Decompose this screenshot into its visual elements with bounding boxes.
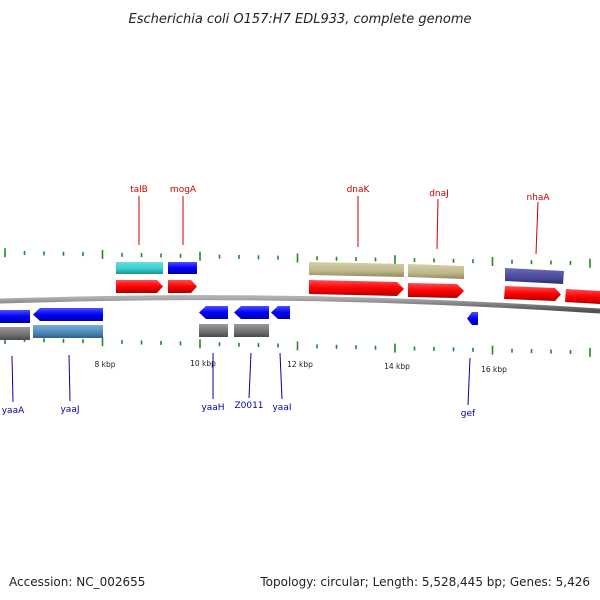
cog-feature-yaaA[interactable]: [0, 327, 30, 340]
gene-label-yaaH[interactable]: yaaH: [201, 403, 224, 413]
cog-feature-yaaJ[interactable]: [33, 325, 103, 338]
cog-feature-dnaJ[interactable]: [408, 264, 464, 279]
genome-summary-text: Topology: circular; Length: 5,528,445 bp…: [259, 575, 590, 589]
forward-gene-track: [116, 280, 600, 304]
map-title: Escherichia coli O157:H7 EDL933, complet…: [129, 12, 472, 27]
gene-arrow-partial-right[interactable]: [565, 289, 600, 304]
gene-label-yaaI[interactable]: yaaI: [272, 403, 291, 413]
leader-line-Z0011: [248, 352, 252, 399]
scale-label-8kbp: 8 kbp: [94, 360, 115, 369]
gene-arrow-talB[interactable]: [116, 280, 163, 293]
cog-feature-talB[interactable]: [116, 262, 163, 274]
forward-gene-labels: talB mogA dnaK dnaJ nhaA: [130, 185, 550, 255]
scale-label-14kbp: 14 kbp: [384, 362, 410, 371]
cog-feature-nhaA[interactable]: [505, 268, 564, 284]
gene-label-talB[interactable]: talB: [130, 185, 148, 195]
gene-arrow-gef[interactable]: [467, 312, 478, 325]
leader-line-yaaJ: [68, 354, 71, 402]
cog-feature-yaaH[interactable]: [199, 324, 228, 337]
leader-line-gef: [467, 357, 471, 406]
gene-arrow-dnaK[interactable]: [309, 280, 404, 296]
scale-label-12kbp: 12 kbp: [287, 360, 313, 369]
gene-arrow-dnaJ[interactable]: [408, 283, 464, 298]
scale-label-16kbp: 16 kbp: [481, 365, 507, 374]
gene-arrow-yaaJ[interactable]: [33, 308, 103, 321]
cog-forward-track: [116, 262, 564, 284]
reverse-gene-track: [0, 306, 478, 325]
gene-arrow-mogA[interactable]: [168, 280, 197, 293]
gene-label-dnaJ[interactable]: dnaJ: [429, 189, 449, 199]
scale-label-10kbp: 10 kbp: [190, 359, 216, 368]
top-tick-row: [4, 248, 591, 268]
gene-label-yaaJ[interactable]: yaaJ: [60, 405, 79, 415]
gene-arrow-Z0011[interactable]: [234, 306, 269, 319]
leader-line-dnaJ: [436, 198, 439, 250]
leader-line-yaaI: [279, 352, 283, 400]
gene-arrow-nhaA[interactable]: [504, 286, 561, 301]
gene-label-gef[interactable]: gef: [461, 409, 476, 419]
gene-arrow-yaaH[interactable]: [199, 306, 228, 319]
reverse-gene-labels: yaaA yaaJ yaaH Z0011 yaaI gef: [2, 352, 476, 419]
gene-label-mogA[interactable]: mogA: [170, 185, 197, 195]
gene-label-Z0011[interactable]: Z0011: [234, 401, 263, 411]
gene-label-dnaK[interactable]: dnaK: [347, 185, 371, 195]
cog-feature-dnaK[interactable]: [309, 262, 404, 277]
bottom-tick-row: [4, 335, 591, 357]
cog-feature-Z0011[interactable]: [234, 324, 269, 337]
cog-reverse-track: [0, 324, 269, 340]
genome-backbone: [0, 295, 600, 314]
leader-line-yaaA: [11, 355, 14, 403]
gene-arrow-yaaI[interactable]: [271, 306, 290, 319]
cog-feature-mogA[interactable]: [168, 262, 197, 274]
gene-label-nhaA[interactable]: nhaA: [526, 193, 550, 203]
gene-label-yaaA[interactable]: yaaA: [2, 406, 25, 416]
leader-line-nhaA: [535, 201, 539, 255]
accession-text: Accession: NC_002655: [9, 575, 145, 589]
gene-arrow-yaaA[interactable]: [0, 310, 30, 323]
